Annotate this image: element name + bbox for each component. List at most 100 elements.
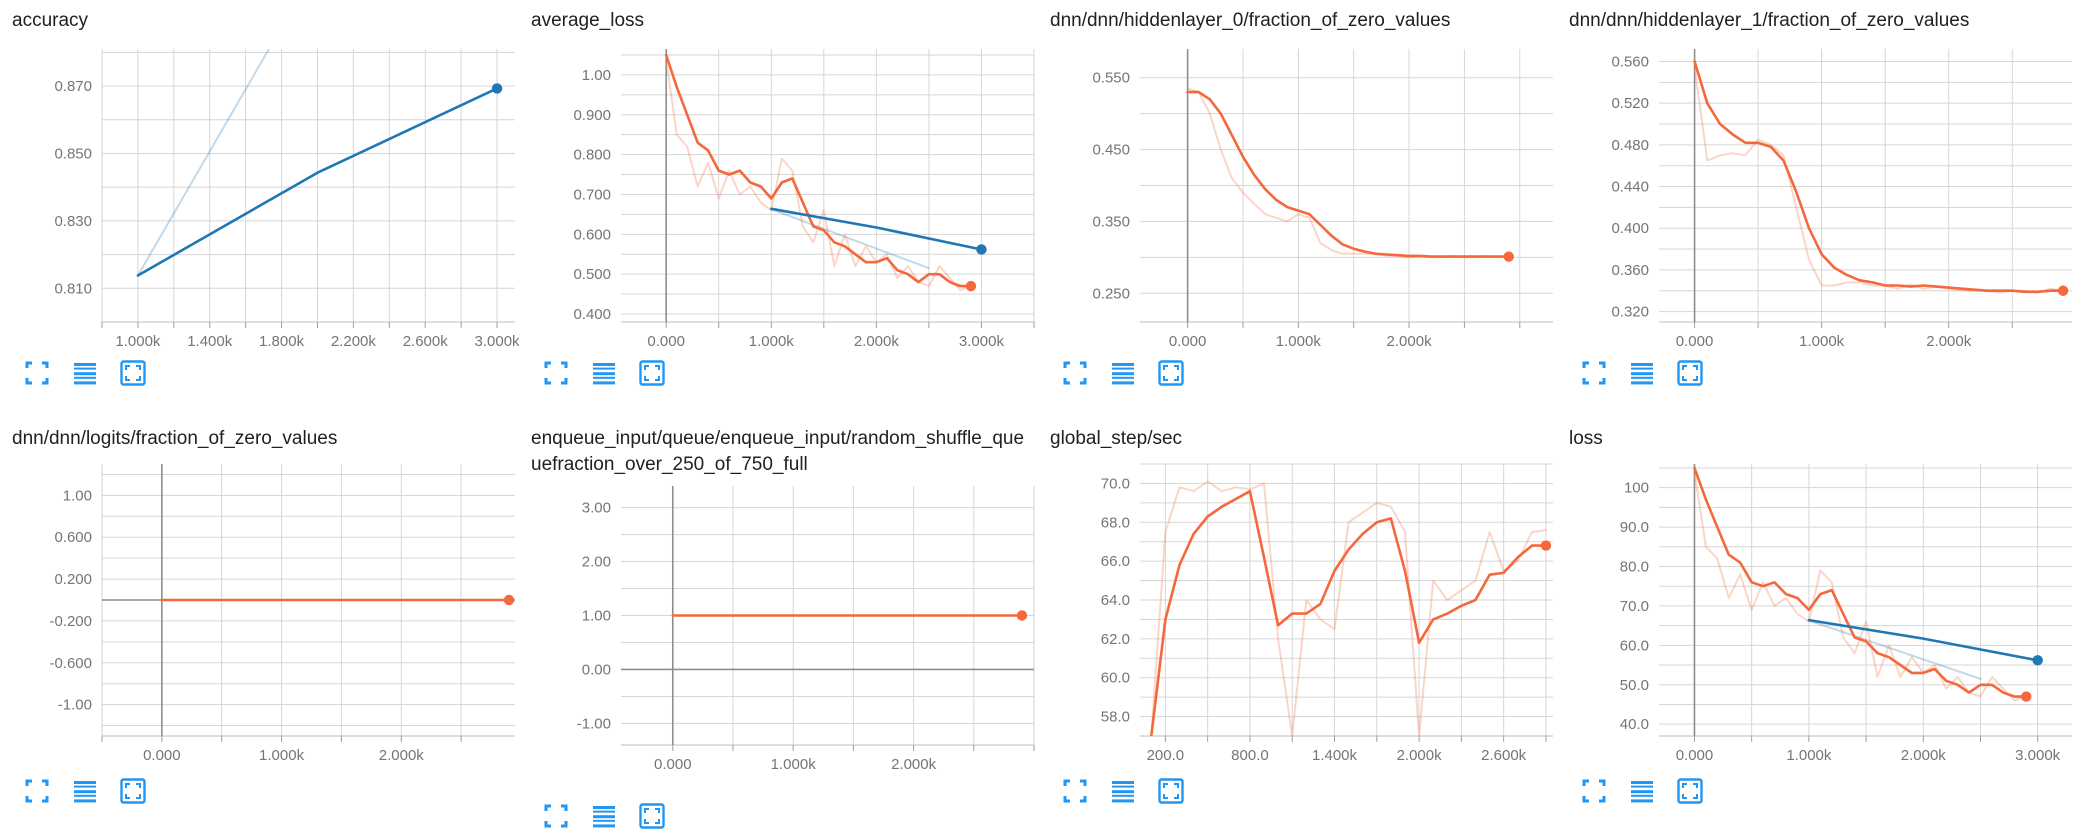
line-chart: 1.000k 1.400k 1.800k 2.200k 2.600k 3.000k 0.81… — [54, 49, 519, 350]
x-tick-label: 0.000 — [1169, 333, 1207, 350]
y-tick-label: 100 — [1624, 480, 1649, 497]
chart-card: dnn/dnn/hiddenlayer_0/fraction_of_zero_v… — [1038, 0, 1557, 418]
toggle-log-scale-icon[interactable] — [1627, 358, 1657, 388]
fit-to-data-icon[interactable] — [22, 776, 52, 806]
raw-blue-series-line — [1807, 619, 1982, 680]
y-tick-label: 68.0 — [1101, 514, 1130, 531]
y-tick-label: 1.00 — [63, 487, 92, 504]
smoothed-blue-series-line — [770, 207, 983, 251]
x-tick-label: 1.000k — [259, 747, 305, 764]
smoothed-orange-series-line — [1150, 489, 1548, 736]
chart-title: enqueue_input/queue/enqueue_input/random… — [531, 428, 1025, 475]
y-tick-label: 0.500 — [573, 266, 611, 283]
expand-chart-icon[interactable] — [1156, 358, 1186, 388]
x-tick-label: 2.600k — [1481, 747, 1527, 764]
y-tick-label: 0.560 — [1611, 54, 1649, 71]
x-tick-label: 200.0 — [1147, 747, 1185, 764]
chart-toolbar — [1060, 358, 1186, 388]
expand-chart-icon[interactable] — [637, 801, 667, 831]
y-tick-label: 0.480 — [1611, 137, 1649, 154]
line-chart: 0.000 1.000k 2.000k -1.00 -0.600 -0.200 0.200 0… — [49, 464, 515, 764]
x-tick-label: 0.000 — [143, 747, 181, 764]
x-tick-label: 2.200k — [331, 333, 377, 350]
y-tick-label: 0.600 — [573, 226, 611, 243]
y-tick-label: 90.0 — [1620, 519, 1649, 536]
line-chart: 0.000 1.000k 2.000k 3.000k 40.0 50.0 60.0 70.0 8… — [1620, 464, 2072, 764]
raw-blue-series-line — [136, 49, 270, 277]
last-point-marker — [503, 594, 515, 606]
last-point-marker — [2057, 285, 2069, 296]
y-tick-label: 0.850 — [54, 145, 92, 162]
chart-title: average_loss — [531, 10, 645, 31]
x-tick-label: 1.000k — [749, 333, 795, 350]
x-tick-label: 2.000k — [379, 747, 425, 764]
y-tick-label: 66.0 — [1101, 553, 1130, 570]
chart-toolbar — [1579, 776, 1705, 806]
chart-card: enqueue_input/queue/enqueue_input/random… — [519, 418, 1038, 836]
x-tick-label: 1.400k — [187, 333, 233, 350]
expand-chart-icon[interactable] — [1675, 776, 1705, 806]
fit-to-data-icon[interactable] — [1579, 776, 1609, 806]
smoothed-blue-series-line — [1807, 618, 2040, 662]
expand-chart-icon[interactable] — [118, 776, 148, 806]
y-tick-label: 0.440 — [1611, 179, 1649, 196]
chart-toolbar — [541, 358, 667, 388]
fit-to-data-icon[interactable] — [22, 358, 52, 388]
x-tick-label: 2.000k — [1387, 333, 1433, 350]
line-chart: 0.000 1.000k 2.000k -1.00 0.00 1.00 2.00 3.00 — [577, 486, 1035, 773]
y-tick-label: -0.600 — [49, 655, 92, 672]
toggle-log-scale-icon[interactable] — [1108, 358, 1138, 388]
y-tick-label: 50.0 — [1620, 677, 1649, 694]
chart-card: dnn/dnn/hiddenlayer_1/fraction_of_zero_v… — [1557, 0, 2076, 418]
y-tick-label: 80.0 — [1620, 558, 1649, 575]
smoothed-orange-series-line — [1693, 466, 2028, 698]
toggle-log-scale-icon[interactable] — [589, 801, 619, 831]
fit-to-data-icon[interactable] — [541, 358, 571, 388]
raw-orange-series-line — [665, 58, 972, 292]
toggle-log-scale-icon[interactable] — [589, 358, 619, 388]
expand-chart-icon[interactable] — [1675, 358, 1705, 388]
line-chart: 0.000 1.000k 2.000k 0.320 0.360 0.400 0.440 0.4… — [1611, 49, 2072, 350]
y-tick-label: 0.450 — [1092, 142, 1130, 159]
chart-title: dnn/dnn/hiddenlayer_1/fraction_of_zero_v… — [1569, 10, 1970, 31]
chart-title: global_step/sec — [1050, 428, 1183, 449]
chart-toolbar — [1579, 358, 1705, 388]
fit-to-data-icon[interactable] — [1060, 776, 1090, 806]
fit-to-data-icon[interactable] — [1579, 358, 1609, 388]
y-tick-label: 70.0 — [1620, 598, 1649, 615]
y-tick-label: 0.400 — [1611, 220, 1649, 237]
toggle-log-scale-icon[interactable] — [70, 776, 100, 806]
x-tick-label: 2.000k — [1926, 333, 1972, 350]
y-tick-label: 0.250 — [1092, 285, 1130, 302]
chart-toolbar — [541, 801, 667, 831]
x-tick-label: 0.000 — [647, 333, 685, 350]
smoothed-orange-series-line — [664, 53, 973, 288]
y-tick-label: 64.0 — [1101, 592, 1130, 609]
x-tick-label: 2.000k — [854, 333, 900, 350]
chart-card: loss 0.000 1.000k 2.000k 3.000k 40.0 50.0 60.0 7… — [1557, 418, 2076, 836]
raw-orange-series-line — [1693, 470, 2028, 702]
y-tick-label: 0.830 — [54, 213, 92, 230]
x-tick-label: 800.0 — [1231, 747, 1269, 764]
toggle-log-scale-icon[interactable] — [1108, 776, 1138, 806]
toggle-log-scale-icon[interactable] — [1627, 776, 1657, 806]
chart-card: average_loss 0.000 1.000k 2.000k 3.000k 0.400… — [519, 0, 1038, 418]
chart-toolbar — [22, 358, 148, 388]
y-tick-label: 2.00 — [582, 554, 611, 571]
fit-to-data-icon[interactable] — [1060, 358, 1090, 388]
y-tick-label: 60.0 — [1101, 670, 1130, 687]
expand-chart-icon[interactable] — [1156, 776, 1186, 806]
toggle-log-scale-icon[interactable] — [70, 358, 100, 388]
line-chart: 0.000 1.000k 2.000k 0.250 0.350 0.450 0.550 — [1092, 49, 1553, 350]
expand-chart-icon[interactable] — [118, 358, 148, 388]
y-tick-label: 58.0 — [1101, 709, 1130, 726]
x-tick-label: 1.000k — [1799, 333, 1845, 350]
y-tick-label: -0.200 — [49, 613, 92, 630]
x-tick-label: 3.000k — [2015, 747, 2061, 764]
chart-card: global_step/sec 200.0 800.0 1.400k 2.000k 2.6… — [1038, 418, 1557, 836]
fit-to-data-icon[interactable] — [541, 801, 571, 831]
y-tick-label: 0.870 — [54, 78, 92, 95]
y-tick-label: 0.360 — [1611, 262, 1649, 279]
y-tick-label: 0.400 — [573, 306, 611, 323]
expand-chart-icon[interactable] — [637, 358, 667, 388]
